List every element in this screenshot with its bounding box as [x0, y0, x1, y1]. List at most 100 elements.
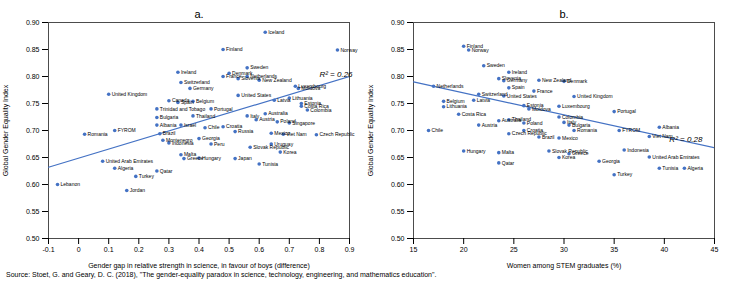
- svg-text:Albania: Albania: [160, 122, 177, 128]
- svg-text:a.: a.: [194, 8, 203, 20]
- svg-text:Trinidad and Tobago: Trinidad and Tobago: [160, 106, 206, 112]
- svg-text:0.70: 0.70: [26, 127, 40, 134]
- svg-text:Norway: Norway: [472, 47, 489, 53]
- svg-text:Albania: Albania: [662, 124, 679, 130]
- svg-text:Slovenia: Slovenia: [241, 75, 260, 81]
- svg-text:15: 15: [410, 246, 418, 253]
- svg-text:Costa Rica: Costa Rica: [462, 111, 487, 117]
- svg-text:0.8: 0.8: [315, 246, 325, 253]
- svg-text:Portugal: Portugal: [617, 108, 636, 114]
- svg-text:Indonesia: Indonesia: [172, 140, 194, 146]
- svg-text:-0.1: -0.1: [42, 246, 54, 253]
- svg-text:0.7: 0.7: [284, 246, 294, 253]
- svg-text:0.50: 0.50: [391, 235, 405, 242]
- svg-text:Korea: Korea: [562, 154, 576, 160]
- svg-text:France: France: [226, 73, 242, 79]
- svg-text:Moldova: Moldova: [301, 85, 320, 91]
- svg-text:Tunisia: Tunisia: [662, 165, 678, 171]
- svg-text:Slovak Republic: Slovak Republic: [552, 148, 588, 154]
- svg-text:Women among STEM graduates (%): Women among STEM graduates (%): [507, 262, 622, 270]
- svg-text:40: 40: [660, 246, 668, 253]
- svg-text:Sweden: Sweden: [250, 64, 268, 70]
- svg-text:France: France: [537, 88, 553, 94]
- svg-text:Japan: Japan: [238, 155, 252, 161]
- svg-text:30: 30: [560, 246, 568, 253]
- svg-text:Czech Republic: Czech Republic: [319, 131, 355, 137]
- svg-text:Lebanon: Lebanon: [61, 181, 81, 187]
- svg-text:Austria: Austria: [482, 122, 498, 128]
- svg-text:FYROM: FYROM: [622, 127, 640, 133]
- svg-text:Luxembourg: Luxembourg: [562, 103, 590, 109]
- svg-text:Bulgaria: Bulgaria: [160, 114, 179, 120]
- svg-text:0.85: 0.85: [26, 46, 40, 53]
- svg-text:Ireland: Ireland: [512, 69, 528, 75]
- svg-text:Chile: Chile: [432, 127, 444, 133]
- svg-text:Turkey: Turkey: [139, 173, 155, 179]
- svg-text:Korea: Korea: [283, 149, 297, 155]
- svg-text:0.4: 0.4: [194, 246, 204, 253]
- svg-text:Global Gender Equality Index: Global Gender Equality Index: [367, 84, 375, 176]
- svg-text:0.85: 0.85: [391, 46, 405, 53]
- svg-text:Viet Nam: Viet Nam: [286, 131, 306, 137]
- svg-text:0: 0: [77, 246, 81, 253]
- svg-text:Chile: Chile: [208, 124, 220, 130]
- svg-text:United States: United States: [507, 93, 538, 99]
- svg-text:0.5: 0.5: [224, 246, 234, 253]
- svg-text:Algeria: Algeria: [687, 165, 703, 171]
- svg-text:0.90: 0.90: [26, 19, 40, 26]
- svg-text:Israel: Israel: [184, 122, 196, 128]
- svg-text:New Zealand: New Zealand: [262, 77, 292, 83]
- svg-text:Romania: Romania: [88, 131, 108, 137]
- svg-text:United States: United States: [241, 92, 272, 98]
- svg-text:Germany: Germany: [193, 85, 214, 91]
- svg-text:Latvia: Latvia: [477, 97, 491, 103]
- svg-text:Belgium: Belgium: [196, 98, 214, 104]
- svg-text:Algeria: Algeria: [118, 165, 134, 171]
- svg-text:Ireland: Ireland: [181, 69, 197, 75]
- svg-text:Austria: Austria: [259, 116, 275, 122]
- svg-text:Romania: Romania: [577, 127, 597, 133]
- svg-text:Global Gender Equality Index: Global Gender Equality Index: [2, 84, 10, 176]
- svg-text:United Kingdom: United Kingdom: [577, 93, 613, 99]
- svg-text:Portugal: Portugal: [214, 106, 233, 112]
- svg-text:20: 20: [460, 246, 468, 253]
- svg-text:0.80: 0.80: [391, 73, 405, 80]
- svg-text:FYROM: FYROM: [118, 127, 136, 133]
- svg-text:0.9: 0.9: [345, 246, 355, 253]
- svg-text:Malta: Malta: [502, 149, 514, 155]
- svg-text:Peru: Peru: [214, 141, 225, 147]
- svg-text:Moldova: Moldova: [532, 106, 551, 112]
- svg-text:0.75: 0.75: [391, 100, 405, 107]
- svg-text:Spain: Spain: [181, 99, 194, 105]
- svg-text:0.65: 0.65: [391, 154, 405, 161]
- svg-text:0.2: 0.2: [134, 246, 144, 253]
- svg-text:Netherlands: Netherlands: [437, 83, 464, 89]
- svg-text:0.60: 0.60: [391, 181, 405, 188]
- svg-text:Russia: Russia: [238, 128, 254, 134]
- svg-text:Gender gap in relative strengt: Gender gap in relative strength in scien…: [88, 262, 310, 270]
- svg-text:Mexico: Mexico: [562, 135, 578, 141]
- svg-text:Latvia: Latvia: [277, 97, 291, 103]
- svg-text:Croatia: Croatia: [527, 127, 543, 133]
- svg-text:Spain: Spain: [512, 84, 525, 90]
- svg-text:Germany: Germany: [507, 77, 528, 83]
- svg-text:25: 25: [510, 246, 518, 253]
- svg-text:0.1: 0.1: [104, 246, 114, 253]
- svg-text:Hungary: Hungary: [202, 155, 221, 161]
- svg-text:Norway: Norway: [340, 47, 357, 53]
- svg-text:0.55: 0.55: [26, 208, 40, 215]
- svg-text:0.3: 0.3: [164, 246, 174, 253]
- svg-text:0.6: 0.6: [254, 246, 264, 253]
- svg-text:Hungary: Hungary: [467, 148, 486, 154]
- svg-text:United Arab Emirates: United Arab Emirates: [106, 158, 154, 164]
- svg-text:R² = 0.26: R² = 0.26: [319, 70, 353, 79]
- svg-text:Qatar: Qatar: [160, 168, 173, 174]
- svg-text:United Kingdom: United Kingdom: [112, 91, 148, 97]
- svg-text:Thailand: Thailand: [196, 113, 215, 119]
- svg-text:0.60: 0.60: [26, 181, 40, 188]
- svg-text:Lithuania: Lithuania: [447, 103, 468, 109]
- svg-text:35: 35: [610, 246, 618, 253]
- svg-text:Jordan: Jordan: [130, 187, 146, 193]
- svg-text:Tunisia: Tunisia: [262, 161, 278, 167]
- svg-text:R² = 0.28: R² = 0.28: [669, 135, 703, 144]
